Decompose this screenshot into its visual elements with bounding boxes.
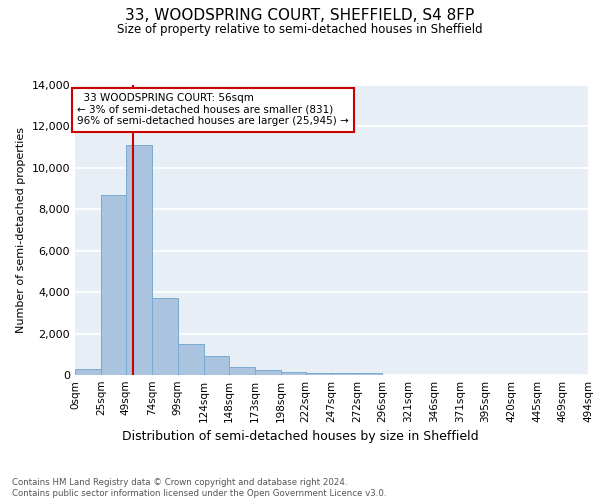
Bar	[204, 356, 229, 375]
Bar	[331, 374, 358, 375]
Text: Size of property relative to semi-detached houses in Sheffield: Size of property relative to semi-detach…	[117, 22, 483, 36]
Bar	[305, 373, 331, 375]
Text: Contains HM Land Registry data © Crown copyright and database right 2024.
Contai: Contains HM Land Registry data © Crown c…	[12, 478, 386, 498]
Bar	[178, 344, 204, 375]
Bar	[254, 370, 281, 375]
Bar	[281, 372, 305, 375]
Bar	[75, 369, 101, 375]
Bar	[358, 373, 382, 375]
Bar	[152, 298, 178, 375]
Bar	[229, 366, 254, 375]
Bar	[101, 195, 126, 375]
Text: Distribution of semi-detached houses by size in Sheffield: Distribution of semi-detached houses by …	[122, 430, 478, 443]
Bar	[126, 145, 152, 375]
Y-axis label: Number of semi-detached properties: Number of semi-detached properties	[16, 127, 26, 333]
Text: 33 WOODSPRING COURT: 56sqm
← 3% of semi-detached houses are smaller (831)
96% of: 33 WOODSPRING COURT: 56sqm ← 3% of semi-…	[77, 94, 349, 126]
Text: 33, WOODSPRING COURT, SHEFFIELD, S4 8FP: 33, WOODSPRING COURT, SHEFFIELD, S4 8FP	[125, 8, 475, 22]
